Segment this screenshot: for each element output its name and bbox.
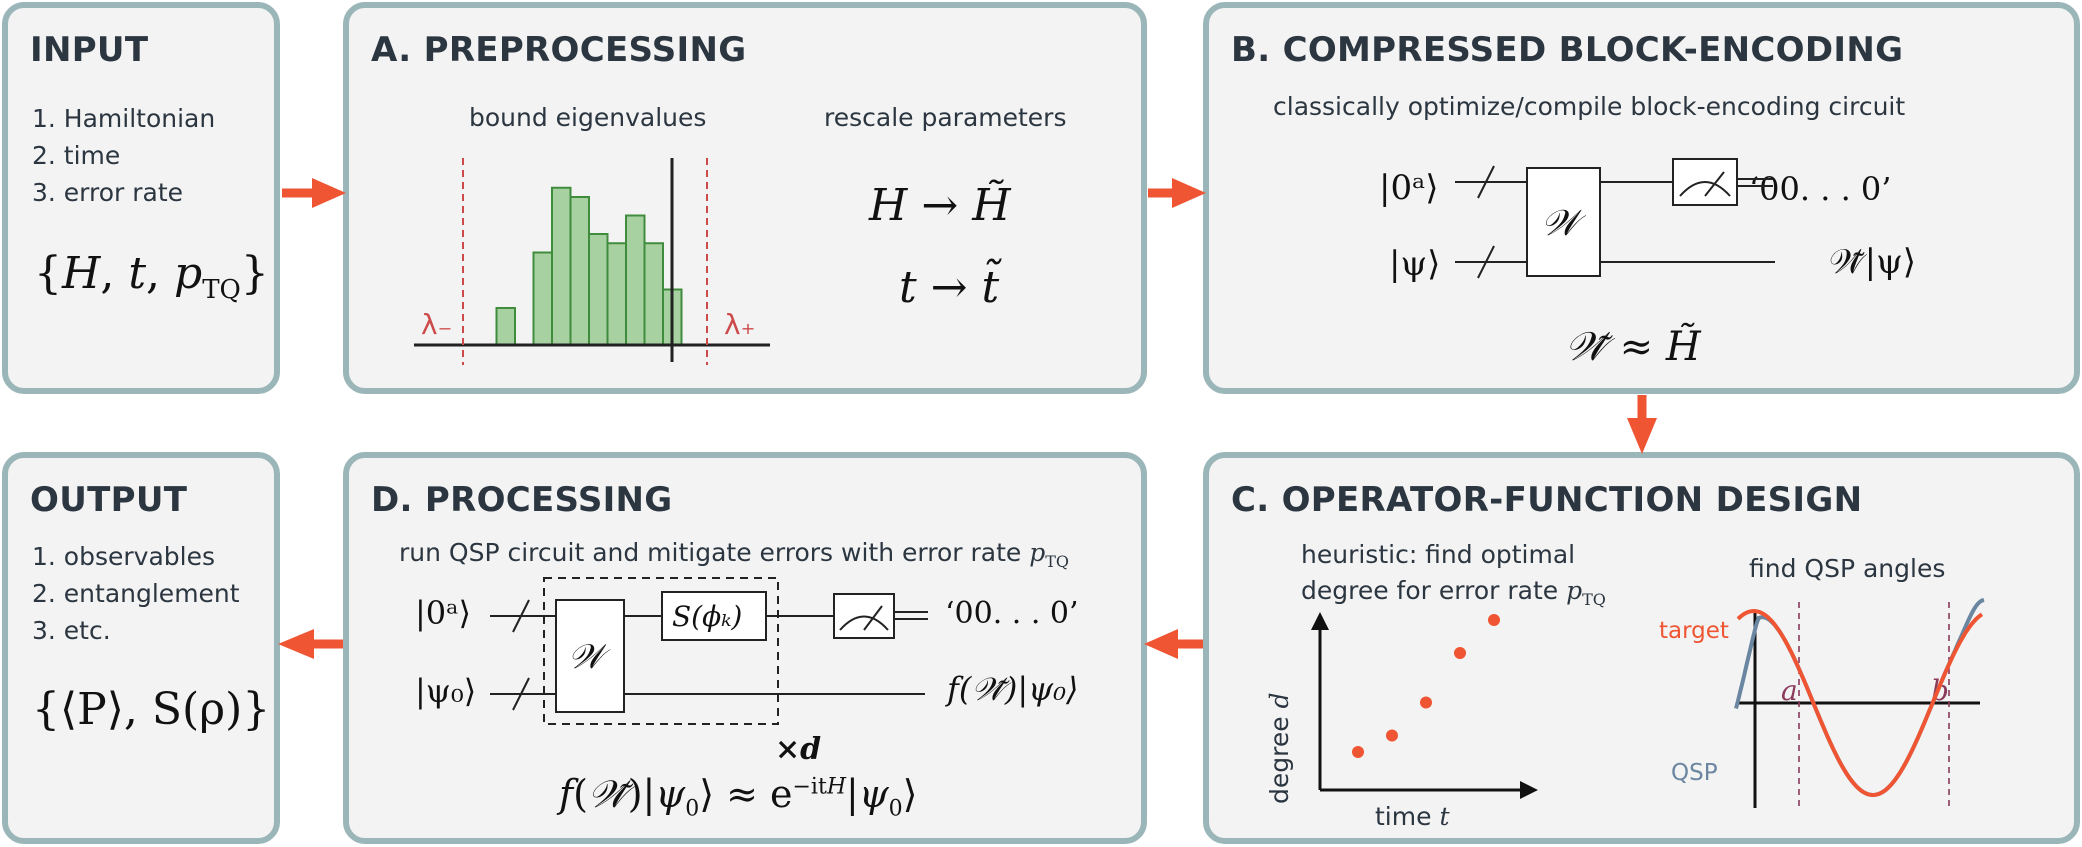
lambda-plus-label: λ₊ (724, 308, 756, 341)
block-encoding-circuit (1455, 158, 1775, 279)
map-hamiltonian: H → H̃ (869, 180, 1011, 231)
input-title: INPUT (30, 30, 149, 70)
ket-psi: |ψ⟩ (1389, 244, 1441, 284)
processing-circuit (490, 577, 928, 725)
repeat-degree-label: ×d (775, 732, 822, 767)
arrow-input-to-preprocessing (282, 178, 346, 208)
operator-function-panel: C. OPERATOR-FUNCTION DESIGN heuristic: f… (1203, 452, 2080, 844)
input-item-hamiltonian: 1. Hamiltonian (32, 104, 216, 133)
input-item-time: 2. time (32, 141, 121, 170)
repeat-block-dashed (543, 577, 779, 725)
histogram-bar (569, 196, 590, 346)
histogram-bar (643, 242, 664, 346)
output-title: OUTPUT (30, 480, 188, 520)
arrow-block-encoding-to-operator-function (1627, 395, 1657, 454)
target-function-curve (1736, 608, 1984, 798)
output-w-psi: 𝒲̃|ψ⟩ (1829, 242, 1917, 282)
heuristic-line-2: degree for error rate pTQ (1301, 576, 1606, 609)
rescale-parameters-caption: rescale parameters (824, 103, 1067, 132)
qsp-curve-label: QSP (1671, 760, 1718, 786)
map-time: t → t̃ (899, 262, 1000, 313)
qsp-approximation-curve (1734, 598, 1985, 798)
output-zero-string: ‘00. . . 0’ (1749, 170, 1892, 208)
phase-gate-label: S(ϕₖ) (672, 600, 742, 633)
preprocessing-panel: A. PREPROCESSING bound eigenvalues resca… (343, 2, 1147, 394)
interval-a-label: a (1781, 674, 1798, 707)
output-formula: {⟨P⟩, S(ρ)} (32, 684, 271, 735)
processing-panel: D. PROCESSING run QSP circuit and mitiga… (343, 452, 1147, 844)
histogram-bar (606, 242, 627, 346)
processing-w-gate-box (555, 599, 625, 713)
block-encoding-panel: B. COMPRESSED BLOCK-ENCODING classically… (1203, 2, 2080, 394)
processing-title: D. PROCESSING (371, 480, 673, 520)
processing-output-zero-string: ‘00. . . 0’ (945, 596, 1079, 631)
eigenvalue-histogram (495, 186, 683, 346)
block-encoding-relation: 𝒲̃ ≈ H̃ (1565, 324, 1701, 370)
degree-scatter-points (1352, 614, 1500, 758)
operator-function-title: C. OPERATOR-FUNCTION DESIGN (1231, 480, 1863, 520)
processing-ket-zero-a: |0ᵃ⟩ (415, 594, 471, 632)
output-panel: OUTPUT 1. observables 2. entanglement 3.… (2, 452, 280, 844)
preprocessing-title: A. PREPROCESSING (371, 30, 747, 70)
arrow-preprocessing-to-block-encoding (1148, 178, 1206, 208)
histogram-bar (551, 186, 572, 346)
processing-relation: f(𝒲̃)|ψ0⟩ ≈ e−itH|ψ0⟩ (559, 772, 918, 822)
input-panel: INPUT 1. Hamiltonian 2. time 3. error ra… (2, 2, 280, 394)
block-encoding-subtitle: classically optimize/compile block-encod… (1273, 92, 1906, 121)
w-gate-box (1526, 167, 1601, 277)
processing-subtitle: run QSP circuit and mitigate errors with… (399, 538, 1070, 571)
time-axis-label: time t (1375, 802, 1450, 831)
degree-time-axes (1311, 612, 1538, 799)
input-formula: {H, t, pTQ} (34, 248, 269, 305)
arrow-processing-to-output (278, 629, 343, 659)
block-encoding-title: B. COMPRESSED BLOCK-ENCODING (1231, 30, 1904, 70)
find-qsp-angles-caption: find QSP angles (1749, 554, 1946, 583)
scatter-point (1352, 746, 1364, 758)
heuristic-line-1: heuristic: find optimal (1301, 540, 1576, 569)
output-list: 1. observables 2. entanglement 3. etc. (32, 538, 240, 649)
scatter-point (1420, 696, 1432, 709)
ket-zero-a: |0ᵃ⟩ (1379, 168, 1439, 208)
output-item-observables: 1. observables (32, 542, 215, 571)
target-curve-label: target (1659, 618, 1729, 644)
output-item-etc: 3. etc. (32, 616, 111, 645)
processing-output-f-w-psi0: f(𝒲̃)|ψ₀⟩ (947, 670, 1079, 708)
scatter-point (1454, 647, 1466, 659)
histogram-bar (495, 307, 516, 346)
input-item-error-rate: 3. error rate (32, 178, 184, 207)
input-list: 1. Hamiltonian 2. time 3. error rate (32, 100, 215, 211)
histogram-bar (588, 233, 609, 346)
qsp-plot (1734, 598, 1985, 808)
lambda-minus-label: λ₋ (421, 308, 453, 341)
histogram-bar (625, 214, 646, 346)
scatter-point (1386, 729, 1398, 742)
processing-ket-psi0: |ψ₀⟩ (415, 672, 477, 710)
output-item-entanglement: 2. entanglement (32, 579, 240, 608)
arrow-operator-function-to-processing (1144, 629, 1203, 659)
bound-eigenvalues-caption: bound eigenvalues (469, 103, 707, 132)
scatter-point (1488, 614, 1500, 626)
histogram-bar (532, 251, 553, 346)
